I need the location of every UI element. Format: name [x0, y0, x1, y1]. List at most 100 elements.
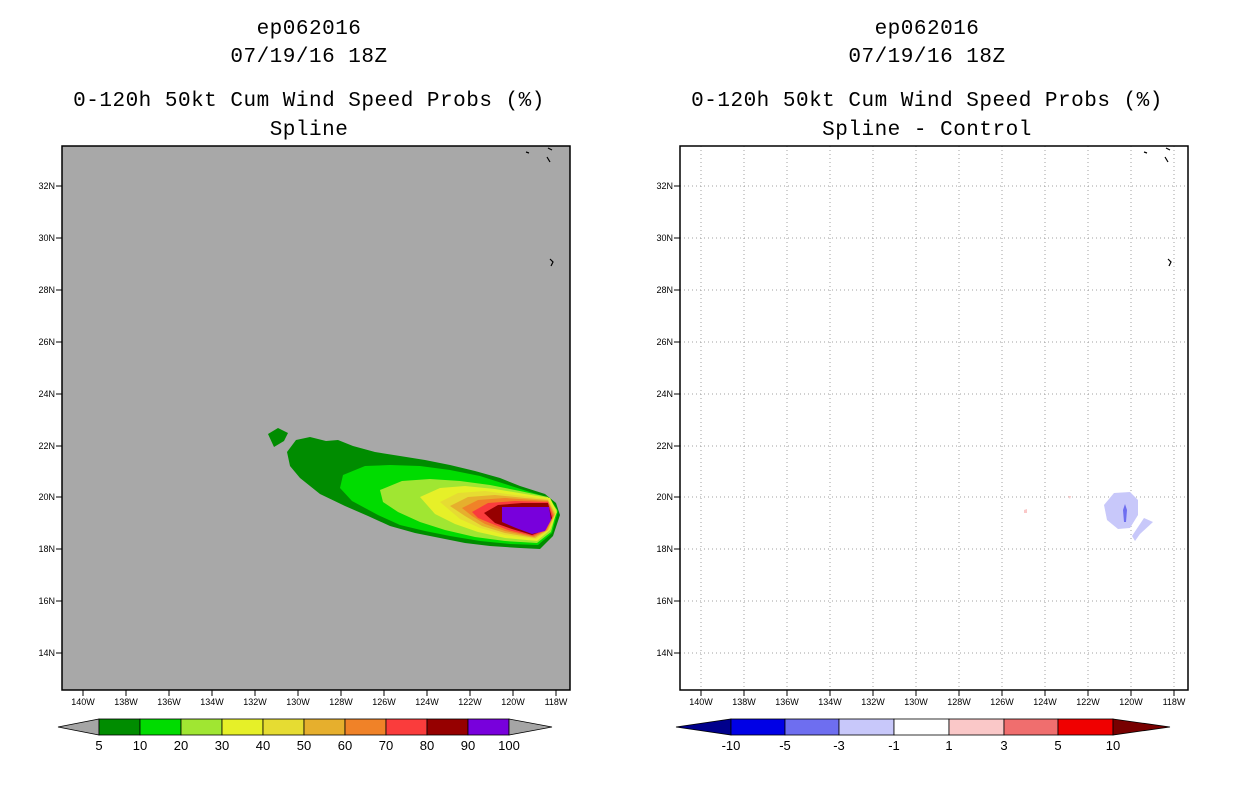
lon-label: 128W — [329, 697, 353, 707]
colorbar-tick: 3 — [1000, 738, 1007, 753]
colorbar-tick: 5 — [1054, 738, 1061, 753]
colorbar-tick: 60 — [338, 738, 352, 753]
colorbar-swatch — [1057, 718, 1114, 736]
diff-contour-neg-1 — [1104, 492, 1138, 529]
colorbar-tick: -10 — [722, 738, 741, 753]
lat-label: 26N — [656, 337, 673, 347]
colorbar-swatch — [385, 718, 428, 736]
longitude-labels: 140W 138W 136W 134W 132W 130W 128W 126W … — [71, 697, 568, 707]
right-map-frame — [679, 145, 1189, 691]
lat-label: 18N — [38, 544, 55, 554]
colorbar-tick: 1 — [945, 738, 952, 753]
colorbar-arrow-low — [675, 718, 732, 736]
colorbar-tick: 80 — [420, 738, 434, 753]
diff-contour-pos-1 — [1024, 509, 1027, 513]
left-map-frame — [61, 145, 571, 691]
right-panel: ep062016 07/19/16 18Z 0-120h 50kt Cum Wi… — [618, 0, 1236, 800]
lon-label: 132W — [243, 697, 267, 707]
lon-label: 122W — [458, 697, 482, 707]
lon-label: 130W — [286, 697, 310, 707]
colorbar-tick: 5 — [95, 738, 102, 753]
lon-label: 136W — [157, 697, 181, 707]
colorbar-swatch — [948, 718, 1005, 736]
latitude-labels: 32N 30N 28N 26N 24N 22N 20N 18N 16N 14N — [38, 181, 55, 658]
lat-label: 24N — [656, 389, 673, 399]
colorbar-swatch — [467, 718, 510, 736]
lon-label: 130W — [904, 697, 928, 707]
lat-label: 14N — [38, 648, 55, 658]
left-colorbar-labels: 5 10 20 30 40 50 60 70 80 90 100 — [95, 738, 519, 753]
lat-label: 16N — [38, 596, 55, 606]
colorbar-swatch — [1003, 718, 1059, 736]
colorbar-tick: 70 — [379, 738, 393, 753]
lat-label: 20N — [38, 492, 55, 502]
coastline-islands — [1143, 147, 1172, 267]
colorbar-tick: -5 — [779, 738, 791, 753]
colorbar-tick: 50 — [297, 738, 311, 753]
lon-label: 138W — [732, 697, 756, 707]
difference-field — [1024, 492, 1153, 541]
lat-label: 28N — [38, 285, 55, 295]
latitude-axis — [56, 185, 62, 654]
lon-label: 134W — [200, 697, 224, 707]
lat-label: 28N — [656, 285, 673, 295]
longitude-labels: 140W 138W 136W 134W 132W 130W 128W 126W … — [689, 697, 1186, 707]
colorbar-tick: 100 — [498, 738, 520, 753]
product-title: 0-120h 50kt Cum Wind Speed Probs (%) — [691, 90, 1163, 113]
lon-label: 126W — [990, 697, 1014, 707]
coastline-islands — [525, 147, 554, 267]
lon-label: 122W — [1076, 697, 1100, 707]
probability-swath — [268, 428, 560, 549]
lat-label: 30N — [656, 233, 673, 243]
lon-label: 140W — [689, 697, 713, 707]
lat-label: 22N — [656, 441, 673, 451]
lon-label: 118W — [545, 697, 568, 707]
lon-label: 140W — [71, 697, 95, 707]
colorbar-swatch — [730, 718, 786, 736]
colorbar-swatch — [303, 718, 346, 736]
colorbar-swatch — [262, 718, 305, 736]
lat-label: 18N — [656, 544, 673, 554]
longitude-axis — [700, 690, 1175, 696]
lon-label: 118W — [1163, 697, 1186, 707]
storm-id-title: ep062016 — [256, 18, 362, 41]
diff-contour-neg-3 — [1123, 504, 1127, 522]
colorbar-swatch — [221, 718, 264, 736]
colorbar-swatch — [139, 718, 182, 736]
lon-label: 128W — [947, 697, 971, 707]
colorbar-swatch — [426, 718, 469, 736]
method-title: Spline - Control — [822, 119, 1032, 142]
colorbar-swatch — [344, 718, 387, 736]
lon-label: 124W — [1033, 697, 1057, 707]
left-map-figure: 32N 30N 28N 26N 24N 22N 20N 18N 16N 14N … — [38, 145, 571, 753]
left-map-background — [62, 146, 570, 690]
map-gridlines — [680, 146, 1188, 690]
lat-label: 26N — [38, 337, 55, 347]
colorbar-arrow-high — [1112, 718, 1171, 736]
colorbar-tick: 10 — [1106, 738, 1120, 753]
lat-label: 22N — [38, 441, 55, 451]
lon-label: 132W — [861, 697, 885, 707]
colorbar-swatch — [180, 718, 223, 736]
lat-label: 20N — [656, 492, 673, 502]
prob-contour-90 — [502, 507, 551, 534]
lon-label: 120W — [1119, 697, 1143, 707]
latitude-labels: 32N 30N 28N 26N 24N 22N 20N 18N 16N 14N — [656, 181, 673, 658]
colorbar-tick: 40 — [256, 738, 270, 753]
colorbar-swatch — [784, 718, 840, 736]
lon-label: 124W — [415, 697, 439, 707]
left-colorbar — [57, 718, 553, 736]
left-panel: ep062016 07/19/16 18Z 0-120h 50kt Cum Wi… — [38, 18, 571, 753]
longitude-axis — [82, 690, 557, 696]
colorbar-tick: 90 — [461, 738, 475, 753]
diff-contour-neg-1-lobe — [1132, 518, 1153, 541]
right-colorbar — [675, 718, 1171, 736]
method-title: Spline — [269, 119, 349, 142]
latitude-axis — [674, 185, 680, 654]
lat-label: 16N — [656, 596, 673, 606]
colorbar-arrow-high — [508, 718, 553, 736]
lat-label: 32N — [656, 181, 673, 191]
lon-label: 136W — [775, 697, 799, 707]
lat-label: 32N — [38, 181, 55, 191]
datetime-title: 07/19/16 18Z — [230, 46, 388, 69]
